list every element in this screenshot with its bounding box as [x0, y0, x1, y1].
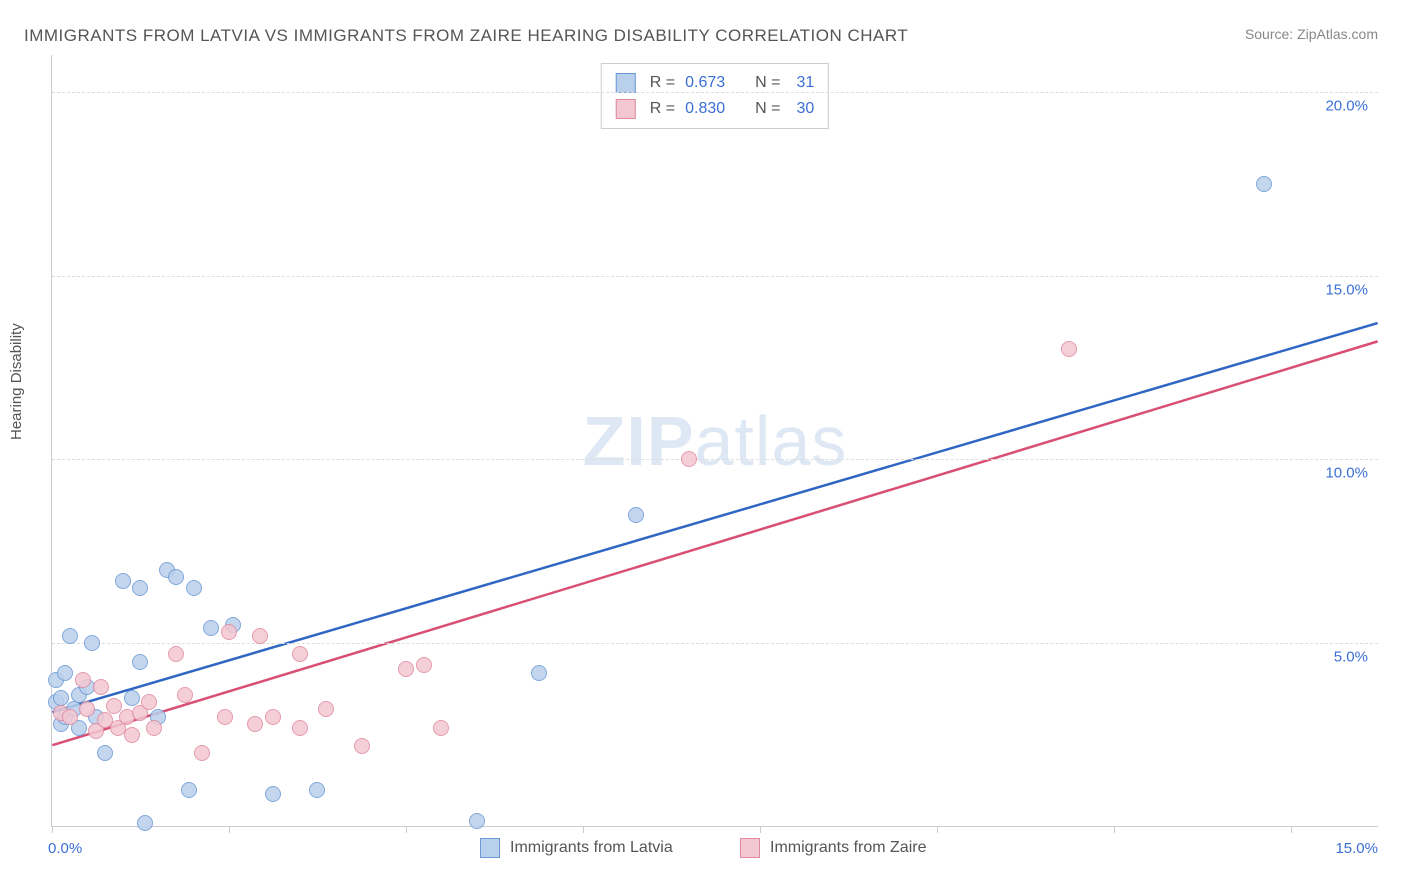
scatter-plot-area: ZIPatlas R = 0.673 N = 31 R = 0.830 N = …	[51, 55, 1378, 827]
correlation-legend: R = 0.673 N = 31 R = 0.830 N = 30	[601, 63, 829, 129]
latvia-swatch-icon	[616, 73, 636, 93]
zaire-point	[433, 720, 449, 736]
y-axis-label: Hearing Disability	[8, 323, 25, 440]
zaire-point	[141, 694, 157, 710]
legend-label: Immigrants from Latvia	[510, 839, 673, 857]
x-tick	[937, 826, 938, 833]
x-axis-max-label: 15.0%	[1335, 840, 1378, 857]
latvia-point	[84, 635, 100, 651]
latvia-point	[203, 620, 219, 636]
zaire-point	[292, 720, 308, 736]
zaire-point	[221, 624, 237, 640]
n-value: 30	[796, 96, 814, 122]
latvia-point	[124, 690, 140, 706]
latvia-point	[186, 580, 202, 596]
trend-lines	[52, 55, 1378, 826]
x-tick	[406, 826, 407, 833]
zaire-swatch-icon	[616, 99, 636, 119]
zaire-point	[247, 716, 263, 732]
zaire-swatch-icon	[740, 838, 760, 858]
zaire-point	[93, 679, 109, 695]
latvia-point	[469, 813, 485, 829]
chart-title: IMMIGRANTS FROM LATVIA VS IMMIGRANTS FRO…	[24, 26, 908, 46]
legend-zaire: Immigrants from Zaire	[740, 838, 926, 858]
latvia-point	[137, 815, 153, 831]
x-tick	[1291, 826, 1292, 833]
latvia-point	[132, 654, 148, 670]
zaire-point	[75, 672, 91, 688]
legend-row-zaire: R = 0.830 N = 30	[616, 96, 814, 122]
latvia-point	[168, 569, 184, 585]
latvia-swatch-icon	[480, 838, 500, 858]
zaire-point	[398, 661, 414, 677]
latvia-point	[97, 745, 113, 761]
latvia-point	[53, 690, 69, 706]
zaire-point	[1061, 341, 1077, 357]
watermark: ZIPatlas	[583, 401, 848, 481]
n-label: N =	[755, 96, 780, 122]
legend-label: Immigrants from Zaire	[770, 839, 926, 857]
zaire-point	[177, 687, 193, 703]
latvia-point	[57, 665, 73, 681]
zaire-point	[252, 628, 268, 644]
latvia-point	[309, 782, 325, 798]
r-value: 0.830	[685, 96, 735, 122]
r-label: R =	[650, 96, 675, 122]
source-attribution: Source: ZipAtlas.com	[1245, 26, 1378, 42]
zaire-point	[681, 451, 697, 467]
latvia-point	[62, 628, 78, 644]
latvia-point	[531, 665, 547, 681]
zaire-point	[62, 709, 78, 725]
gridline	[52, 92, 1378, 93]
x-tick	[52, 826, 53, 833]
gridline	[52, 643, 1378, 644]
gridline	[52, 459, 1378, 460]
x-tick	[760, 826, 761, 833]
x-tick	[583, 826, 584, 833]
legend-latvia: Immigrants from Latvia	[480, 838, 673, 858]
zaire-point	[146, 720, 162, 736]
latvia-point	[181, 782, 197, 798]
x-tick	[229, 826, 230, 833]
y-tick-label: 10.0%	[1325, 465, 1368, 482]
latvia-point	[265, 786, 281, 802]
latvia-point	[115, 573, 131, 589]
zaire-point	[318, 701, 334, 717]
latvia-point	[628, 507, 644, 523]
y-tick-label: 15.0%	[1325, 281, 1368, 298]
zaire-point	[292, 646, 308, 662]
zaire-point	[79, 701, 95, 717]
zaire-point	[416, 657, 432, 673]
y-tick-label: 20.0%	[1325, 97, 1368, 114]
zaire-point	[194, 745, 210, 761]
x-tick	[1114, 826, 1115, 833]
latvia-point	[132, 580, 148, 596]
y-tick-label: 5.0%	[1334, 649, 1368, 666]
x-axis-min-label: 0.0%	[48, 840, 82, 857]
zaire-point	[217, 709, 233, 725]
zaire-point	[265, 709, 281, 725]
zaire-point	[354, 738, 370, 754]
zaire-point	[124, 727, 140, 743]
zaire-point	[106, 698, 122, 714]
zaire-point	[168, 646, 184, 662]
latvia-point	[1256, 176, 1272, 192]
gridline	[52, 276, 1378, 277]
